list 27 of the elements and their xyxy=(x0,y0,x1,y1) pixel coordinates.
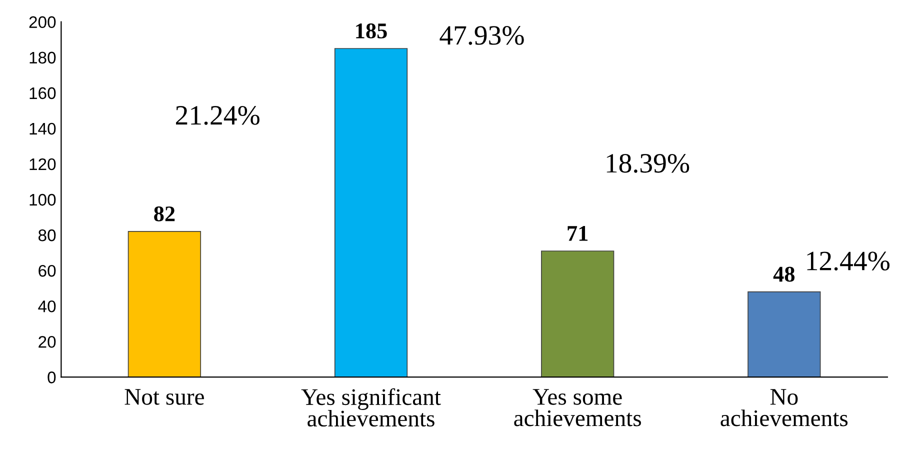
y-tick-label: 100 xyxy=(30,194,56,206)
annotation: 21.24% xyxy=(176,106,260,125)
y-tick-label: 200 xyxy=(29,16,56,28)
x-tick-label: Yes significant achievements xyxy=(301,388,441,427)
annotation: 12.44% xyxy=(807,252,890,271)
data-label: 48 xyxy=(773,266,795,282)
data-label: 82 xyxy=(154,206,175,222)
y-tick-label: 20 xyxy=(38,336,56,348)
bar xyxy=(541,250,614,378)
y-tick-label: 160 xyxy=(30,87,56,100)
x-tick-label: Not sure xyxy=(124,389,204,405)
y-tick-label: 60 xyxy=(38,264,56,277)
bar xyxy=(748,291,821,378)
data-label: 185 xyxy=(356,23,387,38)
bar xyxy=(334,48,408,378)
annotation: 47.93% xyxy=(440,26,524,45)
x-tick-label: Yes some achievements xyxy=(514,389,641,426)
bar xyxy=(128,231,202,378)
data-label: 71 xyxy=(568,226,588,241)
y-tick-label: 80 xyxy=(38,229,56,242)
y-tick-label: 40 xyxy=(38,300,56,312)
y-tick-label: 0 xyxy=(48,372,56,384)
y-tick-label: 180 xyxy=(30,52,56,64)
y-tick-label: 140 xyxy=(30,122,56,135)
x-tick-label: No achievements xyxy=(720,389,848,426)
annotation: 18.39% xyxy=(606,154,690,173)
y-tick-label: 120 xyxy=(30,158,56,170)
